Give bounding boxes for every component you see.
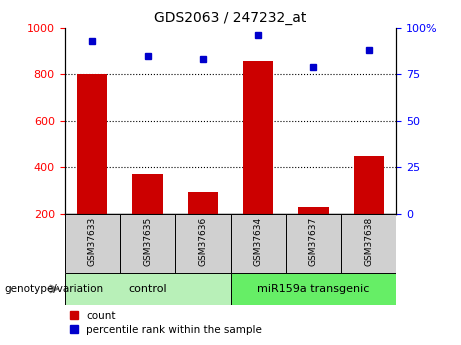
Bar bbox=[65, 214, 120, 273]
Bar bbox=[77, 74, 107, 214]
Text: miR159a transgenic: miR159a transgenic bbox=[257, 284, 370, 294]
Text: GSM37638: GSM37638 bbox=[364, 217, 373, 266]
Text: GSM37637: GSM37637 bbox=[309, 217, 318, 266]
Bar bbox=[354, 156, 384, 214]
Bar bbox=[286, 214, 341, 273]
Bar bbox=[132, 174, 163, 214]
Bar bbox=[230, 273, 396, 305]
Bar bbox=[243, 61, 273, 214]
Text: GSM37634: GSM37634 bbox=[254, 217, 263, 266]
Title: GDS2063 / 247232_at: GDS2063 / 247232_at bbox=[154, 11, 307, 25]
Bar bbox=[65, 273, 230, 305]
Text: genotype/variation: genotype/variation bbox=[5, 284, 104, 294]
Bar bbox=[298, 207, 329, 214]
Bar bbox=[188, 192, 218, 214]
Text: GSM37633: GSM37633 bbox=[88, 217, 97, 266]
Text: GSM37635: GSM37635 bbox=[143, 217, 152, 266]
Bar bbox=[230, 214, 286, 273]
Bar bbox=[175, 214, 230, 273]
Text: GSM37636: GSM37636 bbox=[198, 217, 207, 266]
Bar bbox=[120, 214, 175, 273]
Bar bbox=[341, 214, 396, 273]
Legend: count, percentile rank within the sample: count, percentile rank within the sample bbox=[70, 310, 262, 335]
Text: control: control bbox=[128, 284, 167, 294]
